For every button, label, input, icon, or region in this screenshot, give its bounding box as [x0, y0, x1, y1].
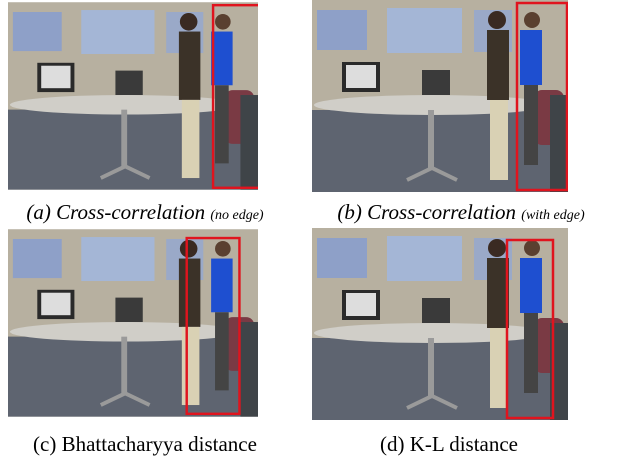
- photo-c: [8, 228, 258, 418]
- caption-a: (a) Cross-correlation (no edge): [0, 200, 290, 225]
- caption-note: (no edge): [210, 208, 263, 223]
- caption-b: (b) Cross-correlation (with edge): [304, 200, 618, 225]
- caption-c: (c) Bhattacharyya distance: [0, 432, 290, 457]
- photo-b: [312, 0, 568, 192]
- photo-a: [8, 0, 258, 192]
- caption-text: (c) Bhattacharyya distance: [33, 432, 257, 456]
- caption-note: (with edge): [521, 208, 584, 223]
- caption-text: (b) Cross-correlation: [337, 200, 516, 224]
- figure: (a) Cross-correlation (no edge) (b) Cros…: [0, 0, 618, 468]
- caption-d: (d) K-L distance: [304, 432, 594, 457]
- caption-text: (d) K-L distance: [380, 432, 518, 456]
- photo-d: [312, 228, 568, 420]
- caption-text: (a) Cross-correlation: [26, 200, 205, 224]
